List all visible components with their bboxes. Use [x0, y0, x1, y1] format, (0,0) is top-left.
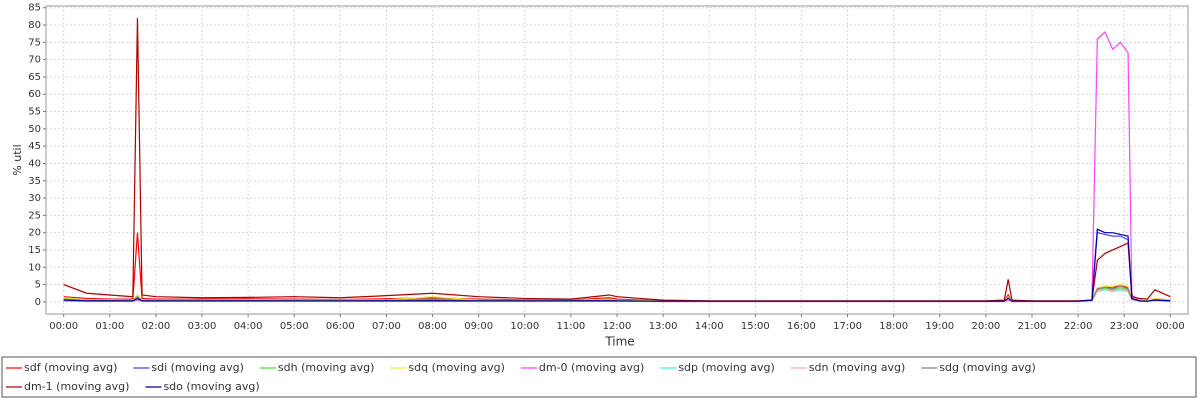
x-tick-label: 10:00: [510, 321, 539, 332]
x-tick-label: 00:00: [1156, 321, 1185, 332]
y-tick-label: 0: [35, 297, 41, 308]
x-tick-label: 15:00: [741, 321, 770, 332]
x-tick-label: 13:00: [649, 321, 678, 332]
y-tick-label: 80: [28, 20, 41, 31]
y-tick-label: 20: [28, 228, 41, 239]
y-tick-label: 5: [35, 280, 41, 291]
x-tick-label: 07:00: [372, 321, 401, 332]
y-tick-label: 15: [28, 245, 41, 256]
x-tick-label: 11:00: [556, 321, 585, 332]
x-tick-label: 21:00: [1018, 321, 1047, 332]
x-tick-label: 09:00: [464, 321, 493, 332]
y-tick-label: 75: [28, 37, 41, 48]
legend-label: dm-1 (moving avg): [24, 380, 129, 393]
legend-box: [1, 356, 1197, 398]
x-tick-label: 17:00: [833, 321, 862, 332]
legend-label: sdh (moving avg): [278, 361, 374, 374]
legend-label: sdn (moving avg): [809, 361, 905, 374]
legend-label: sdp (moving avg): [678, 361, 774, 374]
y-tick-label: 85: [28, 3, 41, 14]
y-tick-label: 30: [28, 193, 41, 204]
y-axis-label: % util: [11, 144, 24, 175]
x-tick-label: 03:00: [188, 321, 217, 332]
x-tick-label: 14:00: [695, 321, 724, 332]
x-tick-label: 16:00: [787, 321, 816, 332]
y-tick-label: 45: [28, 141, 41, 152]
y-tick-label: 40: [28, 158, 41, 169]
x-tick-label: 08:00: [418, 321, 447, 332]
x-axis-label: Time: [604, 335, 634, 349]
x-tick-label: 04:00: [234, 321, 263, 332]
legend-label: sdf (moving avg): [24, 361, 117, 374]
legend-label: dm-0 (moving avg): [539, 361, 644, 374]
y-tick-label: 25: [28, 210, 41, 221]
x-tick-label: 19:00: [925, 321, 954, 332]
x-tick-label: 12:00: [603, 321, 632, 332]
x-tick-label: 02:00: [141, 321, 170, 332]
legend-label: sdo (moving avg): [163, 380, 259, 393]
series-line: [63, 228, 1171, 302]
legend-label: sdg (moving avg): [939, 361, 1035, 374]
legend-label: sdq (moving avg): [408, 361, 504, 374]
y-tick-label: 65: [28, 72, 41, 83]
y-tick-label: 50: [28, 124, 41, 135]
x-tick-label: 22:00: [1064, 321, 1093, 332]
legend-label: sdi (moving avg): [151, 361, 244, 374]
y-tick-label: 55: [28, 107, 41, 118]
x-tick-label: 01:00: [95, 321, 124, 332]
y-tick-label: 60: [28, 89, 41, 100]
x-tick-label: 23:00: [1110, 321, 1139, 332]
y-tick-label: 70: [28, 55, 41, 66]
x-tick-label: 00:00: [49, 321, 78, 332]
x-tick-label: 20:00: [971, 321, 1000, 332]
y-tick-label: 35: [28, 176, 41, 187]
x-tick-label: 05:00: [280, 321, 309, 332]
x-tick-label: 06:00: [326, 321, 355, 332]
y-tick-label: 10: [28, 262, 41, 273]
x-tick-label: 18:00: [879, 321, 908, 332]
